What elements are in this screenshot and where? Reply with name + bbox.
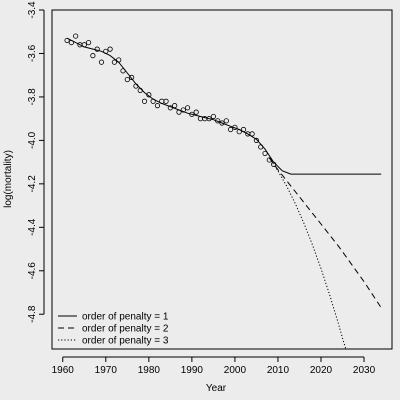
y-tick-label: -3.6 <box>27 44 38 62</box>
x-tick-label: 1990 <box>181 365 204 376</box>
observed-point <box>133 83 139 89</box>
observed-point <box>271 161 277 167</box>
observed-point <box>253 137 260 143</box>
observed-point <box>81 42 87 48</box>
y-axis-title: log(mortality) <box>3 150 14 208</box>
legend-label-3: order of penalty = 3 <box>82 336 169 347</box>
observed-point <box>232 124 238 130</box>
observed-point <box>120 68 126 74</box>
x-tick-label: 2030 <box>353 365 376 376</box>
observed-point <box>240 126 247 133</box>
observed-point <box>228 126 234 133</box>
observed-point <box>103 48 109 54</box>
observed-point <box>262 150 268 157</box>
observed-point <box>90 53 96 59</box>
observed-point <box>172 103 178 109</box>
observed-point <box>68 39 74 46</box>
observed-point <box>180 107 186 113</box>
y-tick-label: -4.4 <box>27 218 38 236</box>
observed-point <box>73 33 79 39</box>
y-tick-label: -4.2 <box>27 175 38 193</box>
observed-point <box>98 59 105 65</box>
observed-point <box>249 131 255 137</box>
observed-point <box>223 118 229 124</box>
observed-point <box>266 157 272 163</box>
x-tick-label: 1960 <box>52 365 75 376</box>
observed-point <box>150 98 156 104</box>
x-tick-label: 2000 <box>224 365 247 376</box>
observed-point <box>154 103 161 109</box>
observed-point <box>258 144 264 150</box>
observed-point <box>111 59 118 65</box>
x-axis: 1960 1970 1980 1990 2000 2010 2020 2030 <box>52 356 376 376</box>
x-tick-label: 1970 <box>95 365 118 376</box>
observed-point <box>64 37 70 44</box>
observed-point <box>163 98 169 104</box>
observed-point <box>176 109 182 115</box>
observed-point <box>85 39 92 46</box>
x-tick-label: 2010 <box>267 365 290 376</box>
observed-points <box>64 33 277 167</box>
observed-point <box>193 109 199 115</box>
legend-label-2: order of penalty = 2 <box>82 324 169 335</box>
observed-point <box>189 111 195 117</box>
x-axis-title: Year <box>206 383 227 394</box>
observed-point <box>210 113 216 120</box>
plot-area <box>51 9 393 350</box>
observed-point <box>146 92 152 98</box>
observed-point <box>219 120 225 126</box>
observed-point <box>215 118 221 124</box>
observed-point <box>141 98 148 104</box>
plot-box <box>51 9 393 350</box>
observed-point <box>167 105 173 111</box>
series-line-2 <box>268 157 382 308</box>
observed-point <box>206 116 212 122</box>
observed-point <box>124 76 130 83</box>
y-axis: -3.4 -3.6 -3.8 -4.0 -4.2 -4.4 -4.6 -4.8 <box>27 1 45 323</box>
legend-label-1: order of penalty = 1 <box>82 312 169 323</box>
observed-point <box>129 74 135 80</box>
observed-point <box>184 105 191 111</box>
observed-point <box>236 129 242 135</box>
x-tick-label: 1980 <box>138 365 161 376</box>
observed-point <box>107 46 113 52</box>
y-tick-label: -3.8 <box>27 88 38 106</box>
observed-point <box>94 46 100 52</box>
y-tick-label: -4.0 <box>27 131 38 149</box>
observed-point <box>137 87 143 94</box>
y-tick-label: -4.8 <box>27 305 38 323</box>
y-tick-label: -3.4 <box>27 1 38 19</box>
observed-point <box>116 57 122 63</box>
x-tick-label: 2020 <box>310 365 333 376</box>
y-tick-label: -4.6 <box>27 262 38 280</box>
